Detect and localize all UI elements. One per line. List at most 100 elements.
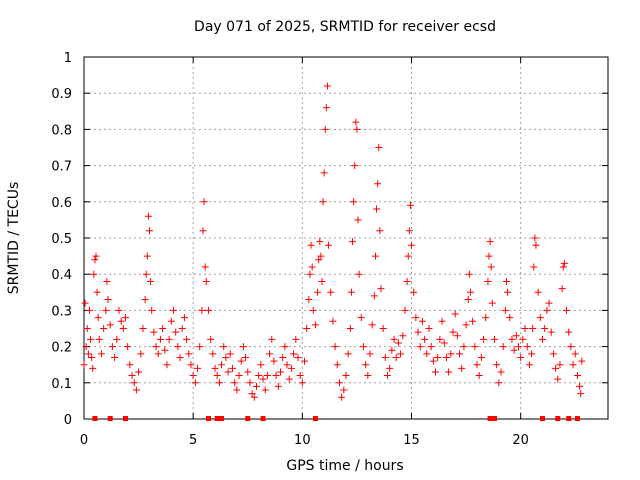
data-point — [475, 372, 483, 380]
data-point — [252, 382, 260, 390]
data-point — [309, 306, 317, 314]
data-point — [485, 252, 493, 260]
data-point — [401, 306, 409, 314]
data-point — [268, 335, 276, 343]
data-point — [573, 372, 581, 380]
data-point — [434, 353, 442, 361]
data-point — [517, 353, 525, 361]
y-tick-label: 0.8 — [51, 123, 72, 138]
data-point — [89, 364, 97, 372]
data-point — [445, 368, 453, 376]
data-point — [558, 285, 566, 293]
data-point — [85, 306, 93, 314]
data-point — [220, 343, 228, 351]
data-point — [135, 368, 143, 376]
data-point — [250, 393, 258, 401]
data-point — [174, 343, 182, 351]
data-point — [209, 350, 217, 358]
y-tick-label: 0.5 — [51, 232, 72, 247]
zero-marker — [107, 416, 113, 421]
data-point — [482, 314, 490, 322]
data-point — [148, 306, 156, 314]
data-point — [504, 288, 512, 296]
zero-marker — [574, 416, 580, 421]
data-point — [233, 386, 241, 394]
data-point — [477, 353, 485, 361]
data-point — [342, 372, 350, 380]
data-point — [82, 343, 90, 351]
data-point — [453, 332, 461, 340]
data-point — [340, 386, 348, 394]
data-point — [196, 343, 204, 351]
data-point — [316, 238, 324, 246]
data-point — [83, 325, 91, 332]
data-point — [464, 296, 472, 304]
data-point — [405, 227, 413, 235]
data-point — [111, 353, 119, 361]
chart-title: Day 071 of 2025, SRMTID for receiver ecs… — [194, 19, 496, 35]
data-point — [549, 350, 557, 358]
data-point — [91, 256, 99, 264]
data-point — [359, 343, 367, 351]
data-point — [497, 368, 505, 376]
data-point — [462, 321, 470, 329]
data-point — [449, 328, 457, 336]
data-point — [117, 317, 125, 325]
zero-marker — [540, 416, 545, 421]
data-point — [301, 357, 309, 365]
data-point — [519, 335, 527, 343]
data-point — [480, 335, 488, 343]
data-point — [412, 314, 420, 322]
y-tick-label: 0.4 — [51, 268, 72, 283]
data-points — [80, 82, 586, 401]
data-point — [368, 321, 376, 329]
data-point — [375, 144, 383, 151]
data-point — [315, 256, 323, 264]
data-point — [207, 335, 215, 343]
data-point — [499, 343, 507, 351]
data-point — [373, 205, 381, 213]
data-point — [473, 361, 481, 369]
data-point — [119, 325, 127, 332]
y-axis-label: SRMTID / TECUs — [6, 182, 22, 295]
data-point — [414, 328, 422, 336]
data-point — [246, 379, 254, 387]
data-point — [465, 270, 473, 278]
data-point — [228, 364, 236, 372]
data-point — [484, 277, 492, 285]
data-point — [279, 353, 287, 361]
data-point — [545, 299, 553, 307]
zero-marker — [566, 416, 572, 421]
data-point — [222, 353, 230, 361]
data-point — [298, 379, 306, 387]
data-point — [204, 306, 212, 314]
data-point — [536, 314, 544, 322]
data-point — [352, 118, 360, 126]
data-point — [201, 263, 209, 271]
data-point — [386, 364, 394, 372]
x-axis-label: GPS time / hours — [286, 458, 403, 474]
data-point — [108, 343, 116, 351]
data-point — [283, 361, 291, 369]
data-point — [255, 372, 263, 380]
data-point — [394, 339, 402, 347]
data-point — [335, 379, 343, 387]
data-point — [202, 277, 210, 285]
zero-marker — [214, 416, 220, 421]
data-point — [410, 288, 418, 296]
data-point — [319, 198, 327, 206]
zero-marker — [487, 416, 493, 421]
data-point — [404, 252, 412, 260]
data-point — [261, 386, 269, 394]
data-point — [354, 216, 362, 224]
data-point — [543, 306, 551, 314]
data-point — [189, 372, 197, 380]
data-point — [95, 335, 103, 343]
data-point — [560, 259, 568, 267]
data-point — [277, 368, 284, 376]
data-point — [132, 386, 140, 394]
x-tick-label: 10 — [294, 433, 311, 448]
data-point — [554, 375, 562, 383]
data-point — [552, 364, 560, 372]
data-point — [266, 350, 274, 358]
